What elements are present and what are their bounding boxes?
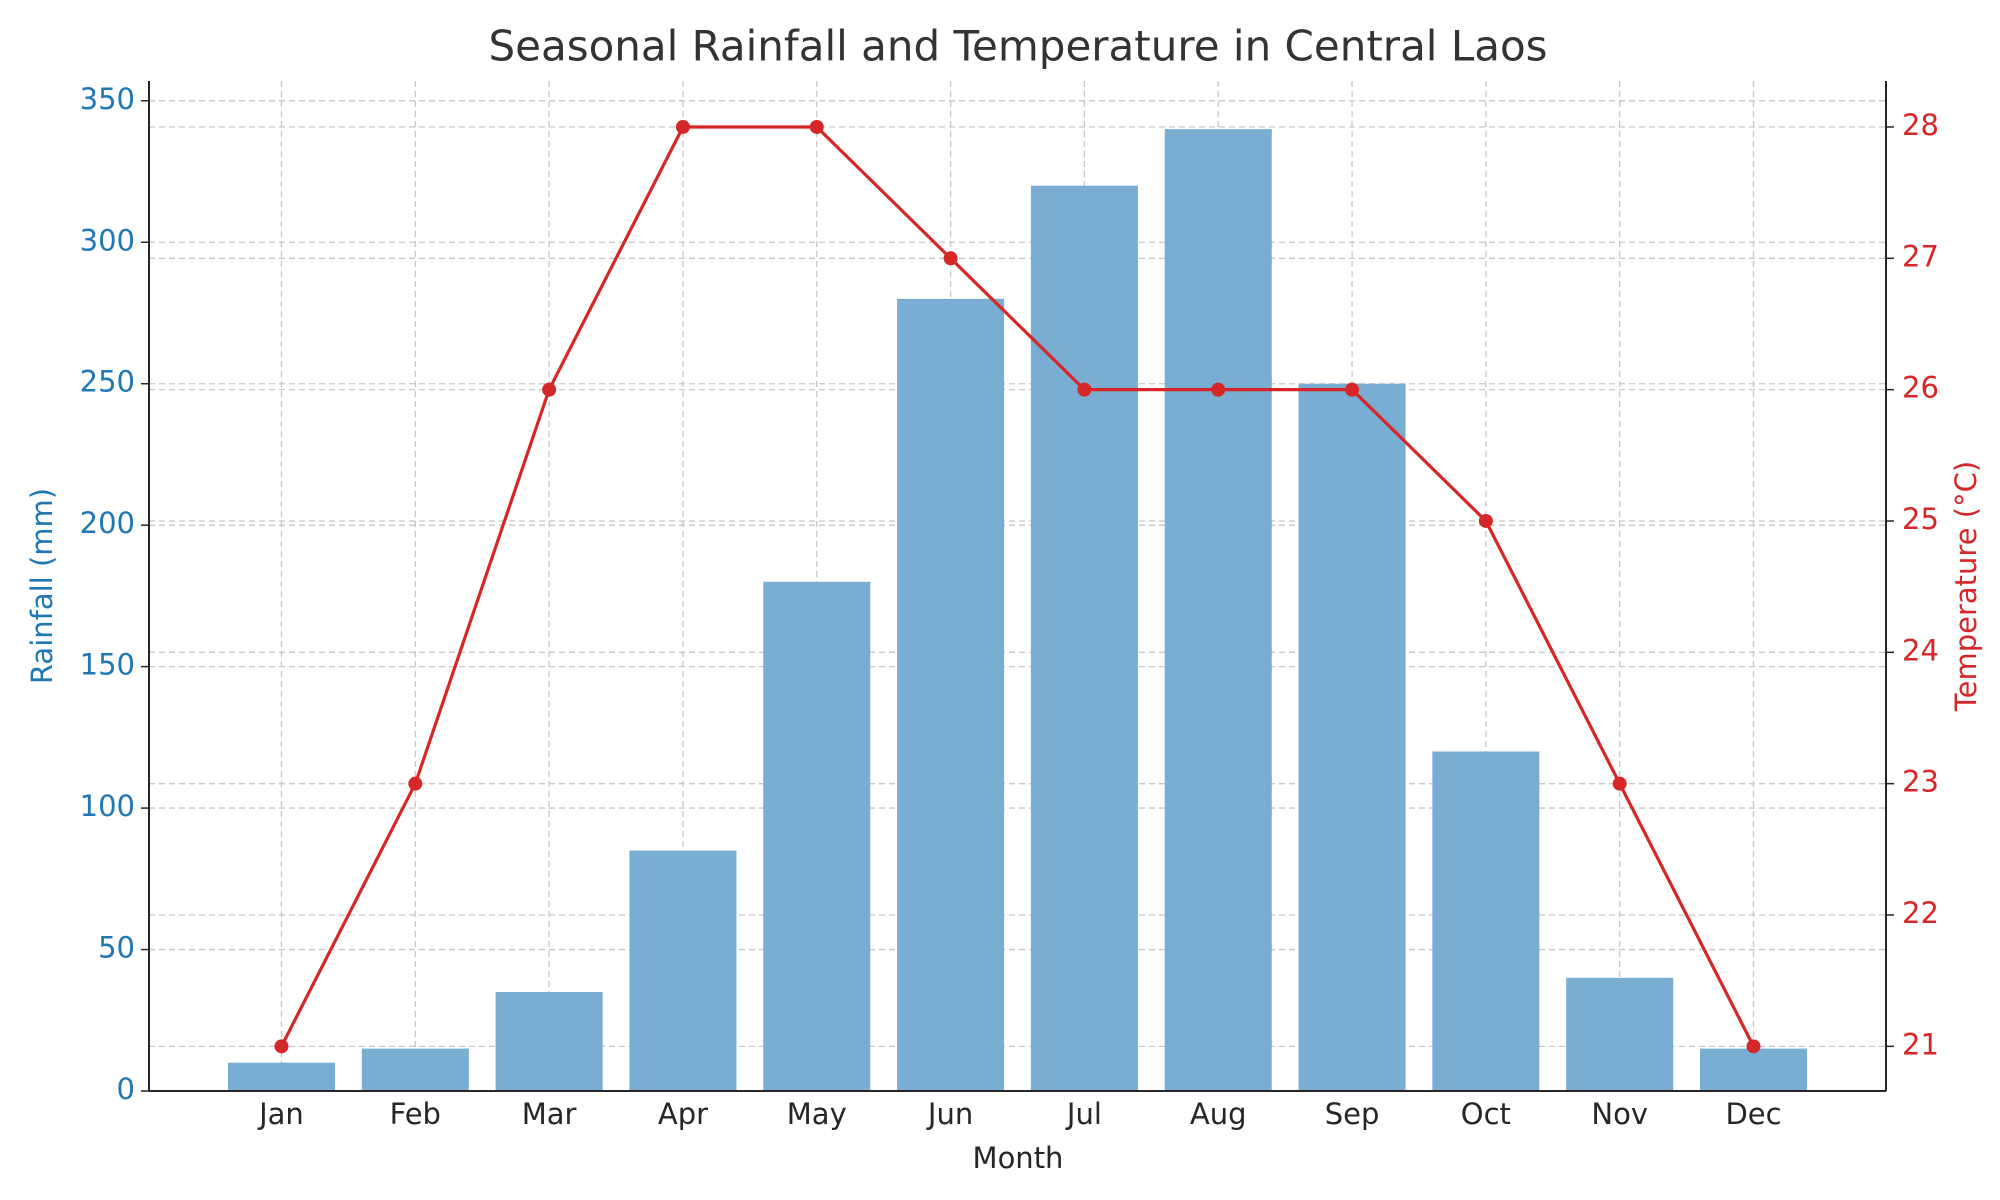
y-tick-label: 300 (80, 223, 135, 257)
point (1211, 382, 1226, 397)
bar (1030, 185, 1138, 1092)
x-tick-label: Feb (390, 1097, 441, 1131)
y2-tick-label: 23 (1902, 765, 1939, 799)
point (675, 119, 690, 134)
x-tick-label: Dec (1725, 1097, 1781, 1131)
point (1345, 382, 1360, 397)
y-tick-label: 0 (117, 1072, 135, 1106)
chart-title: Seasonal Rainfall and Temperature in Cen… (488, 22, 1547, 71)
x-tick-label: May (787, 1097, 847, 1131)
x-tick-label: Jul (1065, 1097, 1102, 1131)
point (408, 776, 423, 791)
y2-tick-label: 21 (1902, 1027, 1939, 1061)
point (1478, 513, 1493, 528)
point (943, 251, 958, 266)
y2-tick-label: 22 (1902, 896, 1939, 930)
point (274, 1039, 289, 1054)
x-tick-label: Nov (1591, 1097, 1648, 1131)
point (1746, 1039, 1761, 1054)
x-tick-label: Sep (1325, 1097, 1380, 1131)
y-axis-label: Rainfall (mm) (25, 488, 59, 684)
x-tick-label: Oct (1461, 1097, 1511, 1131)
bar (763, 581, 871, 1091)
bar (1566, 977, 1674, 1091)
bar (1699, 1048, 1808, 1091)
bar (897, 298, 1005, 1091)
bar (227, 1062, 336, 1091)
bar (361, 1048, 469, 1091)
bar (629, 850, 737, 1091)
point (1077, 382, 1092, 397)
y-tick-label: 50 (98, 931, 135, 965)
x-axis-label: Month (973, 1141, 1064, 1175)
y-tick-label: 350 (80, 82, 135, 116)
y2-tick-label: 24 (1902, 633, 1939, 667)
y2-tick-label: 27 (1902, 239, 1939, 273)
y2-tick-label: 26 (1902, 371, 1939, 405)
x-tick-label: Aug (1190, 1097, 1247, 1131)
point (542, 382, 557, 397)
x-tick-label: Apr (658, 1097, 708, 1131)
x-tick-label: Jun (926, 1097, 973, 1131)
bar (495, 991, 603, 1091)
x-tick-label: Mar (522, 1097, 577, 1131)
point (1612, 776, 1627, 791)
bar (1164, 129, 1272, 1092)
bar (1432, 751, 1540, 1091)
y-tick-label: 100 (80, 789, 135, 823)
y-tick-label: 200 (80, 506, 135, 540)
y2-tick-label: 25 (1902, 502, 1939, 536)
x-tick-label: Jan (257, 1097, 304, 1131)
line (280, 125, 1755, 1048)
y2-tick-label: 28 (1902, 108, 1939, 142)
bar (1298, 383, 1406, 1091)
y-tick-label: 150 (80, 648, 135, 682)
y2-axis-label: Temperature (°C) (1949, 461, 1983, 712)
point (809, 119, 824, 134)
y-tick-label: 250 (80, 365, 135, 399)
